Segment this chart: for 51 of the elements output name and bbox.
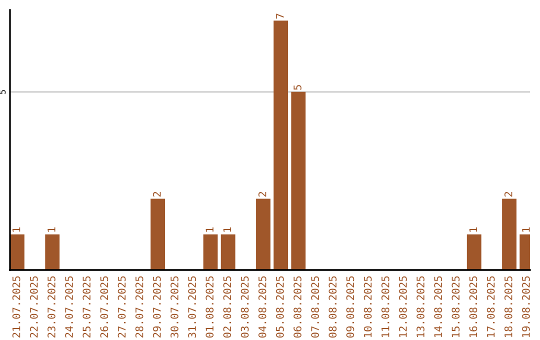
x-tick-label: 03.08.2025	[240, 276, 249, 338]
x-tick-label: 31.07.2025	[188, 276, 196, 338]
x-tick-label: 21.07.2025	[12, 276, 20, 338]
bar	[466, 234, 482, 270]
x-tick-label: 01.08.2025	[206, 276, 214, 338]
data-label: 1	[48, 227, 56, 232]
bar	[45, 234, 60, 270]
x-tick-label: 05.08.2025	[276, 276, 284, 338]
bar	[274, 20, 288, 270]
bar	[291, 92, 306, 270]
bar	[256, 198, 270, 270]
x-tick-label: 09.08.2025	[346, 276, 354, 338]
x-tick-label: 18.08.2025	[504, 276, 512, 338]
x-tick-label: 12.08.2025	[398, 276, 407, 338]
data-label: 2	[152, 192, 161, 197]
x-tick-label: 10.08.2025	[364, 276, 372, 338]
x-tick-label: 13.08.2025	[416, 276, 424, 338]
x-tick-label: 22.07.2025	[30, 276, 38, 338]
x-tick-label: 06.08.2025	[294, 276, 302, 338]
x-tick-label: 23.07.2025	[48, 276, 56, 338]
x-tick-label: 29.07.2025	[152, 276, 161, 338]
data-label: 2	[504, 192, 512, 197]
x-tick-label: 08.08.2025	[328, 276, 337, 338]
x-tick-label: 17.08.2025	[486, 276, 495, 338]
bar	[203, 234, 218, 270]
data-label: 1	[522, 227, 530, 232]
x-tick-label: 24.07.2025	[65, 276, 73, 338]
bar	[150, 198, 165, 270]
data-label: 7	[276, 14, 284, 19]
x-tick-label: 25.07.2025	[82, 276, 91, 338]
bar	[502, 198, 516, 270]
data-label: 1	[223, 227, 231, 232]
x-tick-label: 15.08.2025	[452, 276, 460, 338]
data-label: 5	[294, 85, 302, 90]
x-tick-label: 27.07.2025	[118, 276, 126, 338]
data-label: 1	[206, 227, 214, 232]
bar	[220, 234, 236, 270]
x-tick-label: 04.08.2025	[258, 276, 266, 338]
x-tick-label: 28.07.2025	[135, 276, 144, 338]
x-tick-label: 30.07.2025	[170, 276, 178, 338]
x-tick-label: 19.08.2025	[522, 276, 530, 338]
x-tick-label: 02.08.2025	[223, 276, 232, 338]
data-label: 2	[258, 192, 266, 197]
data-label: 1	[469, 227, 478, 232]
data-label: 1	[12, 227, 20, 232]
x-tick-label: 14.08.2025	[434, 276, 442, 338]
x-tick-label: 16.08.2025	[469, 276, 478, 338]
x-tick-label: 07.08.2025	[311, 276, 320, 338]
bar	[10, 234, 24, 270]
x-tick-label: 26.07.2025	[100, 276, 108, 338]
x-tick-label: 11.08.2025	[381, 276, 390, 338]
